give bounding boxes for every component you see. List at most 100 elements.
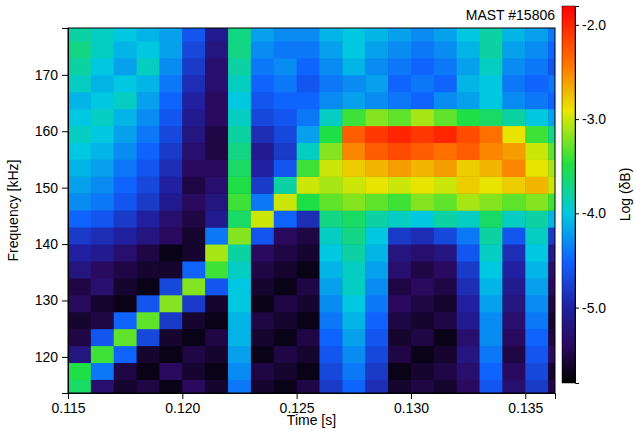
cell: [251, 176, 274, 193]
cell: [274, 295, 297, 312]
cell: [480, 193, 503, 210]
cell: [205, 312, 228, 329]
cell: [388, 346, 411, 363]
cell: [548, 109, 555, 126]
cell: [205, 363, 228, 380]
cell: [228, 210, 251, 227]
cell: [274, 75, 297, 92]
cell: [548, 193, 555, 210]
cell: [480, 92, 503, 109]
cell: [411, 92, 434, 109]
cell: [91, 329, 114, 346]
cell: [251, 312, 274, 329]
cell: [480, 312, 503, 329]
cell: [411, 227, 434, 244]
cell: [525, 227, 548, 244]
cell: [548, 210, 555, 227]
cell: [342, 261, 365, 278]
cell: [548, 28, 555, 41]
cell: [68, 41, 91, 58]
cell: [274, 244, 297, 261]
cell: [251, 227, 274, 244]
cell: [159, 126, 182, 143]
cell: [182, 312, 205, 329]
cell: [68, 227, 91, 244]
cell: [434, 176, 457, 193]
y-axis-title: Frequency [kHz]: [5, 160, 21, 262]
cell: [457, 261, 480, 278]
cell: [251, 261, 274, 278]
cell: [205, 346, 228, 363]
tick: 0.135: [508, 393, 543, 416]
cell: [159, 58, 182, 75]
tick-mark: [411, 393, 412, 399]
cell: [297, 193, 320, 210]
cell: [228, 143, 251, 160]
cell: [91, 244, 114, 261]
tick-mark: [575, 25, 579, 26]
cell: [388, 41, 411, 58]
cell: [365, 58, 388, 75]
cell: [388, 379, 411, 393]
cell: [159, 312, 182, 329]
cell: [182, 109, 205, 126]
cell: [365, 75, 388, 92]
cell: [388, 58, 411, 75]
cell: [502, 329, 525, 346]
tick-label: 140: [35, 236, 59, 252]
cell: [548, 379, 555, 393]
cell: [159, 159, 182, 176]
cell: [502, 159, 525, 176]
tick: -2.0: [575, 17, 606, 33]
cell: [480, 126, 503, 143]
cell: [274, 159, 297, 176]
cell: [525, 329, 548, 346]
cell: [480, 261, 503, 278]
cell: [251, 278, 274, 295]
color-bar-title: Log (δB): [617, 168, 633, 222]
cell: [91, 210, 114, 227]
cell: [137, 244, 160, 261]
cell: [320, 126, 343, 143]
cell: [137, 278, 160, 295]
cell: [457, 58, 480, 75]
cell: [114, 295, 137, 312]
cell: [320, 109, 343, 126]
cell: [228, 278, 251, 295]
cell: [274, 227, 297, 244]
cell: [342, 92, 365, 109]
cell: [480, 159, 503, 176]
cell: [159, 75, 182, 92]
cell: [137, 363, 160, 380]
cell: [457, 28, 480, 41]
cell: [388, 227, 411, 244]
cell: [434, 363, 457, 380]
cell: [274, 92, 297, 109]
cell: [137, 92, 160, 109]
tick-mark: [62, 131, 68, 132]
tick-label: -2.0: [582, 17, 606, 33]
cell: [114, 193, 137, 210]
cell: [434, 143, 457, 160]
cell: [457, 312, 480, 329]
tick: 130: [35, 292, 68, 308]
cell: [411, 278, 434, 295]
cell: [91, 109, 114, 126]
cell: [182, 329, 205, 346]
cell: [480, 41, 503, 58]
cell: [434, 295, 457, 312]
cell: [480, 346, 503, 363]
cell: [114, 227, 137, 244]
tick-mark: [62, 300, 68, 301]
cell: [502, 126, 525, 143]
cell: [137, 126, 160, 143]
cell: [525, 244, 548, 261]
cell: [320, 227, 343, 244]
cell: [320, 28, 343, 41]
cell: [434, 379, 457, 393]
cell: [251, 295, 274, 312]
cell: [525, 210, 548, 227]
cell: [91, 176, 114, 193]
tick-label: 170: [35, 67, 59, 83]
cell: [137, 58, 160, 75]
